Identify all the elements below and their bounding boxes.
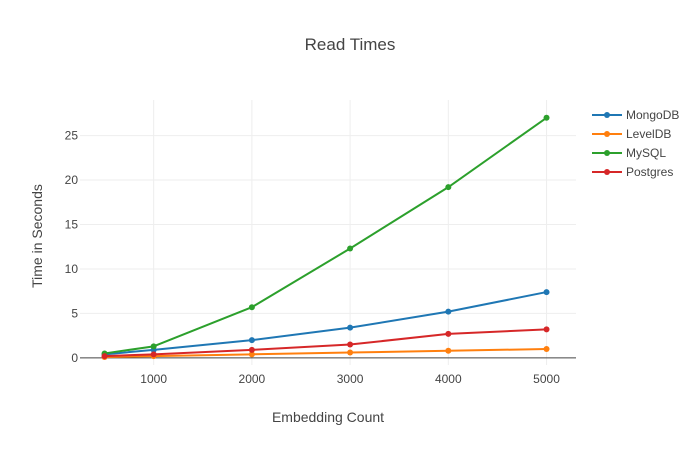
series-line-mongodb xyxy=(104,291,547,356)
legend-item-leveldb[interactable]: LevelDB xyxy=(592,127,671,141)
data-point-postgres-1000[interactable] xyxy=(150,351,157,358)
series-postgres xyxy=(101,326,550,360)
data-point-postgres-3000[interactable] xyxy=(347,341,354,348)
data-point-leveldb-4000[interactable] xyxy=(445,347,452,354)
axes: 1000 2000 3000 4000 5000 0 5 10 15 20 25 xyxy=(65,129,576,386)
x-tick-label-5000: 5000 xyxy=(533,372,560,386)
data-point-mongodb-4000[interactable] xyxy=(445,308,452,315)
data-point-postgres-2000[interactable] xyxy=(248,346,255,353)
data-point-mysql-1000[interactable] xyxy=(150,343,157,350)
data-point-mysql-2000[interactable] xyxy=(248,304,255,311)
legend-marker-leveldb xyxy=(604,131,610,137)
data-point-mongodb-2000[interactable] xyxy=(248,337,255,344)
grid-lines xyxy=(80,100,576,365)
data-point-mysql-3000[interactable] xyxy=(347,245,354,252)
legend[interactable]: MongoDB LevelDB MySQL Postgres xyxy=(592,108,679,179)
chart-title: Read Times xyxy=(305,35,396,54)
data-point-leveldb-3000[interactable] xyxy=(347,349,354,356)
x-tick-label-2000: 2000 xyxy=(239,372,266,386)
legend-marker-mysql xyxy=(604,150,610,156)
legend-label-mongodb: MongoDB xyxy=(626,108,679,122)
y-axis-title: Time in Seconds xyxy=(29,184,45,288)
legend-item-mysql[interactable]: MySQL xyxy=(592,146,666,160)
y-tick-label-25: 25 xyxy=(65,129,79,143)
y-tick-label-10: 10 xyxy=(65,262,79,276)
legend-marker-mongodb xyxy=(604,112,610,118)
legend-label-mysql: MySQL xyxy=(626,146,666,160)
data-point-leveldb-5000[interactable] xyxy=(543,345,550,352)
data-point-postgres-500[interactable] xyxy=(101,353,108,360)
data-point-mysql-5000[interactable] xyxy=(543,114,550,121)
legend-item-postgres[interactable]: Postgres xyxy=(592,165,673,179)
y-tick-label-20: 20 xyxy=(65,173,79,187)
data-point-postgres-4000[interactable] xyxy=(445,330,452,337)
y-tick-label-15: 15 xyxy=(65,217,79,231)
data-point-mysql-4000[interactable] xyxy=(445,184,452,191)
series-mysql xyxy=(101,114,550,357)
series-line-leveldb xyxy=(104,347,547,358)
y-tick-label-0: 0 xyxy=(71,351,78,365)
x-axis-title: Embedding Count xyxy=(272,409,384,425)
y-tick-label-5: 5 xyxy=(71,306,78,320)
series-line-mysql xyxy=(104,116,548,355)
series-mongodb xyxy=(101,289,550,358)
series-line-postgres xyxy=(104,328,547,358)
data-point-postgres-5000[interactable] xyxy=(543,326,550,333)
x-tick-label-1000: 1000 xyxy=(140,372,167,386)
data-point-mongodb-3000[interactable] xyxy=(347,324,354,331)
data-point-mongodb-5000[interactable] xyxy=(543,289,550,296)
series-layer xyxy=(101,114,550,360)
x-tick-label-3000: 3000 xyxy=(337,372,364,386)
legend-marker-postgres xyxy=(604,169,610,175)
legend-label-leveldb: LevelDB xyxy=(626,127,671,141)
data-point-leveldb-2000[interactable] xyxy=(248,351,255,358)
x-tick-label-4000: 4000 xyxy=(435,372,462,386)
legend-label-postgres: Postgres xyxy=(626,165,673,179)
legend-item-mongodb[interactable]: MongoDB xyxy=(592,108,679,122)
